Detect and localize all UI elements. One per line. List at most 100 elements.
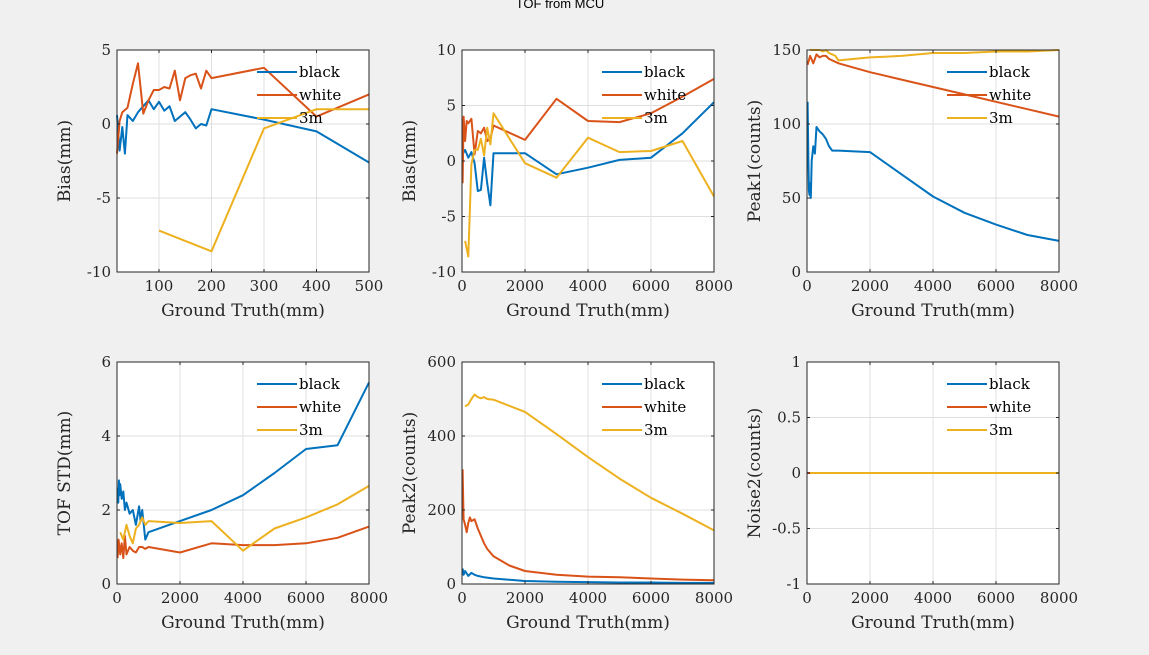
y-tick-label-1: -0.5	[772, 520, 801, 538]
y-tick-label-3: 6	[101, 353, 111, 371]
series-line-white	[806, 53, 1060, 118]
legend: black white 3m	[947, 63, 1031, 127]
series-line-black	[461, 101, 715, 207]
y-tick-label-2: 100	[772, 115, 801, 133]
subplot-4: 0 2000 4000 6000 8000 0 2 4 6 Ground Truth(mm) TOF…	[55, 353, 388, 633]
x-tick-label-1: 2000	[506, 589, 544, 607]
x-tick-label-1: 2000	[851, 589, 889, 607]
y-tick-label-3: 150	[772, 41, 801, 59]
x-tick-label-0: 100	[145, 277, 174, 295]
legend-label-white: white	[299, 86, 341, 104]
x-axis-label: Ground Truth(mm)	[161, 613, 325, 633]
series-line-white	[461, 469, 715, 582]
x-tick-label-3: 6000	[287, 589, 325, 607]
x-tick-label-1: 2000	[506, 277, 544, 295]
y-tick-label-0: 0	[791, 263, 801, 281]
x-tick-label-4: 8000	[1040, 277, 1078, 295]
legend: black white 3m	[602, 63, 686, 127]
x-tick-label-1: 2000	[161, 589, 199, 607]
x-tick-label-4: 8000	[1040, 589, 1078, 607]
legend-label-white: white	[299, 398, 341, 416]
subplot-6: 0 2000 4000 6000 8000 -1 -0.5 0 0.5 1 Ground Truth…	[745, 353, 1078, 633]
x-tick-label-2: 4000	[914, 589, 952, 607]
y-tick-label-0: 0	[101, 575, 111, 593]
y-tick-label-3: 0.5	[777, 409, 801, 427]
series-line-black	[116, 381, 370, 541]
series-line-white	[116, 525, 370, 560]
legend-label-3m: 3m	[989, 421, 1013, 439]
x-tick-label-1: 2000	[851, 277, 889, 295]
y-axis-label: Noise2(counts)	[745, 408, 765, 539]
y-tick-label-0: -1	[786, 575, 801, 593]
y-tick-label-2: 0	[101, 115, 111, 133]
x-tick-label-0: 0	[457, 277, 467, 295]
x-tick-label-3: 6000	[632, 277, 670, 295]
y-tick-label-1: 200	[427, 501, 456, 519]
x-tick-label-2: 300	[250, 277, 279, 295]
x-tick-label-2: 4000	[569, 277, 607, 295]
legend-label-black: black	[299, 375, 341, 393]
subplot-5: 0 2000 4000 6000 8000 0 200 400 600 Ground Truth(…	[400, 353, 733, 633]
axes-box	[116, 49, 370, 273]
x-tick-label-4: 8000	[695, 589, 733, 607]
x-tick-label-0: 0	[457, 589, 467, 607]
legend-label-white: white	[989, 398, 1031, 416]
y-tick-label-1: 50	[782, 189, 801, 207]
y-tick-label-0: -10	[87, 263, 111, 281]
legend-label-3m: 3m	[299, 421, 323, 439]
x-tick-label-3: 6000	[632, 589, 670, 607]
y-tick-label-2: 0	[446, 152, 456, 170]
y-tick-label-3: 5	[101, 41, 111, 59]
y-axis-label: Peak2(counts)	[400, 412, 420, 534]
figure-title: TOF from MCU	[516, 0, 605, 11]
series-line-white	[116, 62, 370, 154]
plot-area	[117, 50, 369, 272]
y-tick-label-0: -10	[432, 263, 456, 281]
legend: black white 3m	[257, 63, 341, 127]
y-tick-label-2: 0	[791, 464, 801, 482]
y-axis-label: TOF STD(mm)	[55, 411, 75, 536]
y-tick-label-1: -5	[96, 189, 111, 207]
series-line-3m	[119, 485, 370, 552]
subplot-3: 0 2000 4000 6000 8000 0 50 100 150 Ground Truth(m…	[745, 41, 1078, 321]
legend-label-black: black	[989, 63, 1031, 81]
x-tick-label-3: 400	[302, 277, 331, 295]
subplot-1: 100 200 300 400 500 -10 -5 0 5 Ground Truth(mm) Bi…	[55, 41, 383, 321]
x-tick-label-3: 6000	[977, 277, 1015, 295]
legend-label-black: black	[644, 375, 686, 393]
x-tick-label-2: 4000	[224, 589, 262, 607]
series-line-3m	[464, 112, 715, 258]
subplot-2: 0 2000 4000 6000 8000 -10 -5 0 5 10 Ground Truth(m…	[400, 41, 733, 321]
y-tick-label-0: 0	[446, 575, 456, 593]
x-axis-label: Ground Truth(mm)	[506, 301, 670, 321]
series-line-black	[461, 568, 714, 584]
y-tick-label-2: 400	[427, 427, 456, 445]
legend: black white 3m	[257, 375, 341, 439]
legend: black white 3m	[947, 375, 1031, 439]
y-tick-label-3: 600	[427, 353, 456, 371]
series-line-3m	[464, 393, 715, 532]
series-line-3m	[158, 108, 369, 253]
series-line-black	[806, 101, 1060, 242]
legend-label-black: black	[644, 63, 686, 81]
legend-label-white: white	[644, 398, 686, 416]
y-tick-label-3: 5	[446, 97, 456, 115]
y-tick-label-4: 1	[791, 353, 801, 371]
x-tick-label-0: 0	[802, 277, 812, 295]
y-tick-label-4: 10	[437, 41, 456, 59]
x-axis-label: Ground Truth(mm)	[851, 613, 1015, 633]
series-line-black	[116, 99, 370, 164]
x-tick-label-0: 0	[112, 589, 122, 607]
x-tick-label-3: 6000	[977, 589, 1015, 607]
y-tick-label-1: -5	[441, 208, 456, 226]
legend-label-black: black	[299, 63, 341, 81]
legend-label-3m: 3m	[644, 109, 668, 127]
x-axis-label: Ground Truth(mm)	[161, 301, 325, 321]
legend: black white 3m	[602, 375, 686, 439]
legend-label-3m: 3m	[299, 109, 323, 127]
x-tick-label-4: 8000	[350, 589, 388, 607]
legend-label-3m: 3m	[644, 421, 668, 439]
x-tick-label-2: 4000	[569, 589, 607, 607]
x-tick-label-4: 500	[355, 277, 384, 295]
x-axis-label: Ground Truth(mm)	[506, 613, 670, 633]
